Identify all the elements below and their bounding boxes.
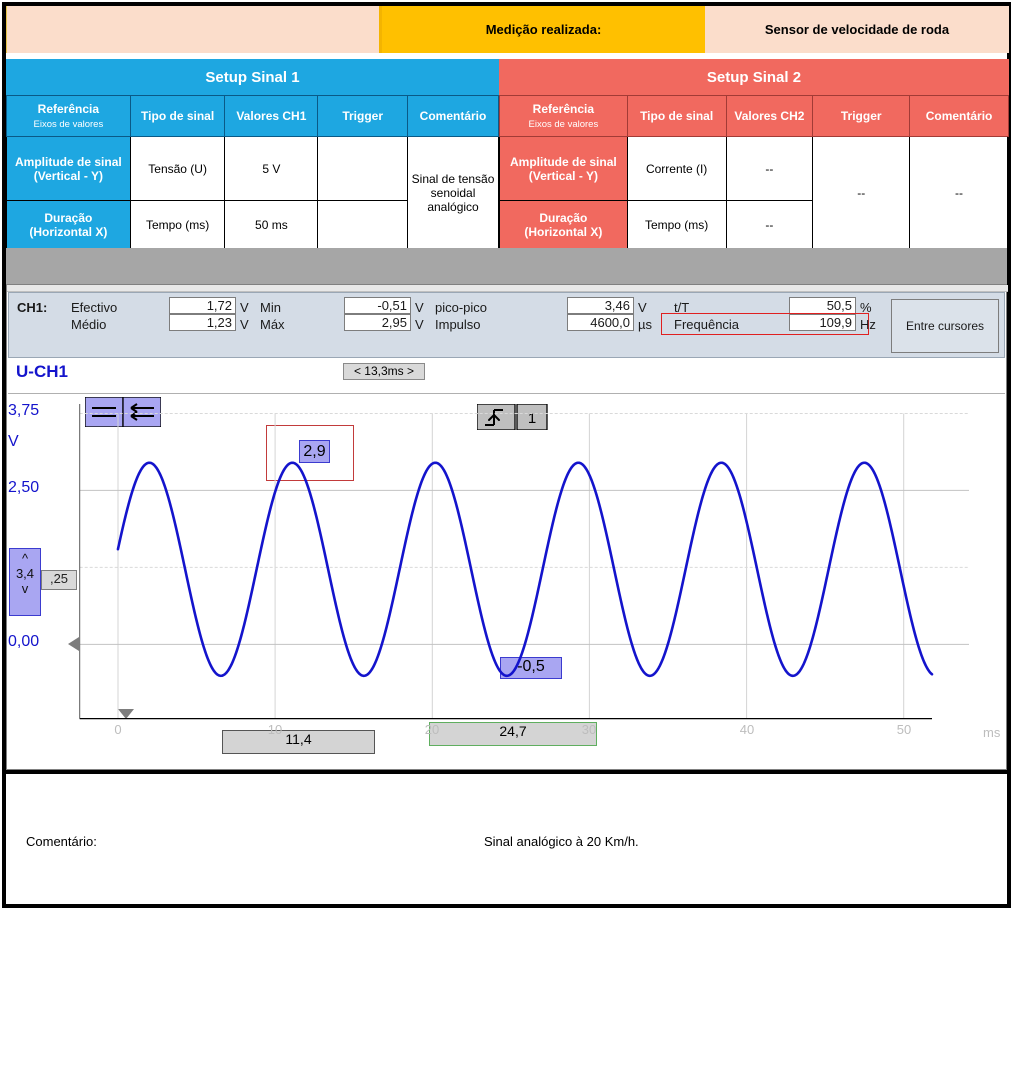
svg-text:10: 10 [268, 722, 282, 737]
svg-text:30: 30 [582, 722, 596, 737]
svg-text:20: 20 [425, 722, 439, 737]
svg-text:50: 50 [897, 722, 911, 737]
svg-text:40: 40 [740, 722, 754, 737]
svg-text:0: 0 [114, 722, 121, 737]
svg-text:ms: ms [983, 725, 1001, 740]
